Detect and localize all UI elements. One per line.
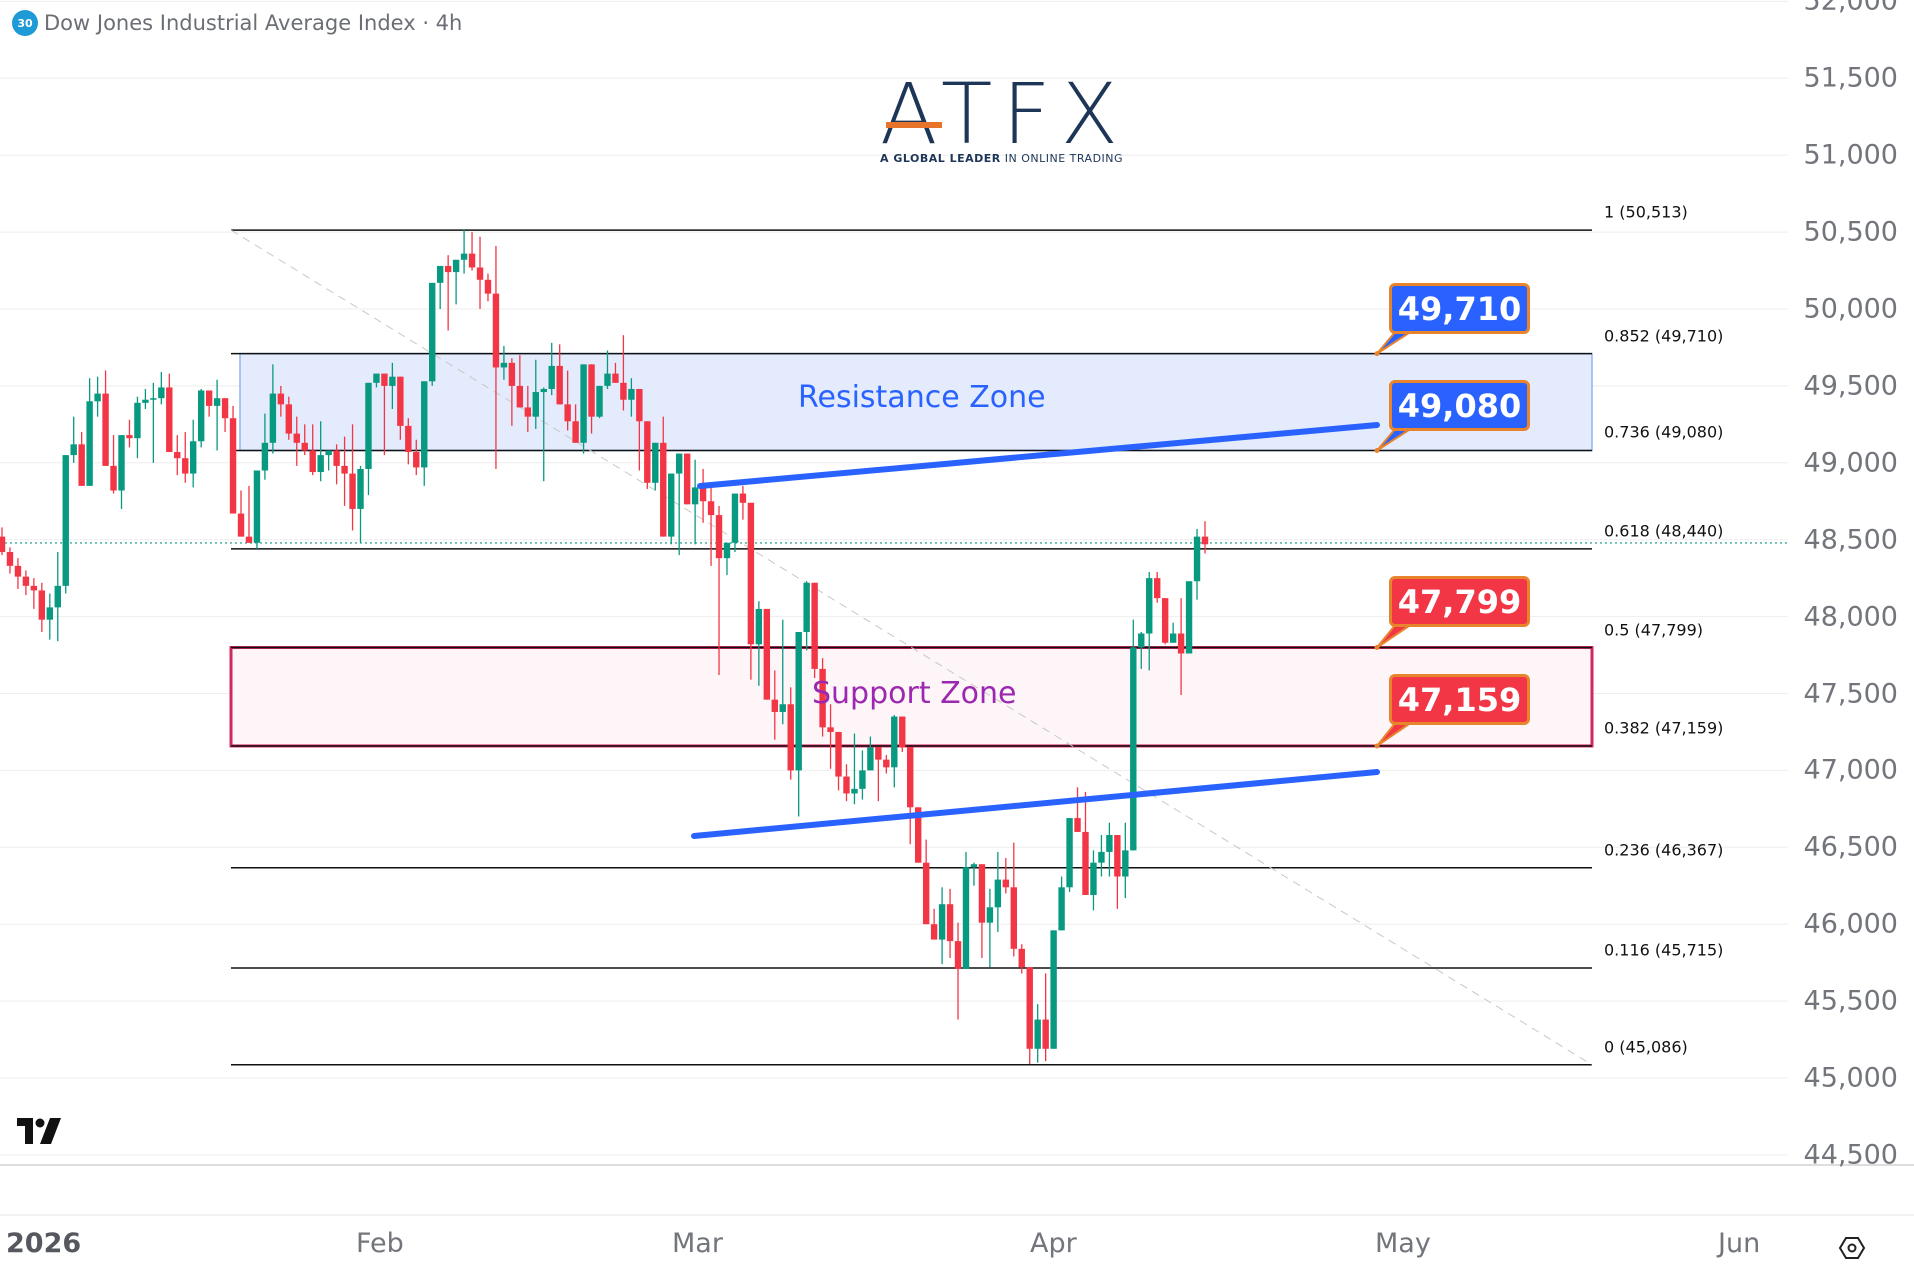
- time-axis-label: Apr: [1030, 1228, 1077, 1259]
- logo-accent-bar: [886, 122, 942, 128]
- time-axis-label: Feb: [356, 1228, 404, 1259]
- price-axis-label: 52,000: [1803, 0, 1898, 17]
- price-axis-label: 45,500: [1803, 985, 1898, 1017]
- price-axis-label: 50,000: [1803, 293, 1898, 325]
- price-axis-label: 49,500: [1803, 370, 1898, 402]
- price-axis-label: 46,000: [1803, 908, 1898, 940]
- fib-level-label: 0.852 (49,710): [1604, 326, 1724, 346]
- resistance-zone[interactable]: [239, 352, 1593, 452]
- fib-level-label: 0.382 (47,159): [1604, 718, 1724, 738]
- price-axis-label: 45,000: [1803, 1062, 1898, 1094]
- price-callout[interactable]: 49,080: [1389, 380, 1530, 431]
- price-axis-label: 48,500: [1803, 524, 1898, 556]
- fib-diagonal-dashed: [230, 229, 1593, 1066]
- time-axis-label: May: [1375, 1228, 1431, 1259]
- price-axis-label: 47,500: [1803, 678, 1898, 709]
- price-axis-label: 46,500: [1803, 831, 1898, 863]
- price-callout[interactable]: 49,710: [1389, 283, 1530, 334]
- symbol-title[interactable]: Dow Jones Industrial Average Index · 4h: [44, 11, 463, 35]
- settings-icon[interactable]: [1838, 1234, 1866, 1266]
- tagline-bold: A GLOBAL LEADER: [880, 152, 1001, 165]
- fib-level-label: 0 (45,086): [1604, 1037, 1688, 1057]
- fib-level-label: 0.736 (49,080): [1604, 422, 1724, 442]
- time-axis-label: 2026: [6, 1228, 82, 1259]
- price-axis-label: 51,000: [1803, 139, 1898, 171]
- trendlines[interactable]: [691, 422, 1380, 839]
- upper-trendline[interactable]: [697, 422, 1380, 489]
- support-zone-label: Support Zone: [812, 676, 1017, 711]
- candlestick-series: [0, 229, 1209, 1065]
- price-axis-label: 51,500: [1803, 62, 1898, 94]
- fib-level-label: 0.618 (48,440): [1604, 521, 1724, 541]
- price-callout[interactable]: 47,799: [1389, 576, 1530, 627]
- price-axis-label: 47,000: [1803, 754, 1898, 786]
- price-callout[interactable]: 47,159: [1389, 674, 1530, 725]
- price-axis-label: 48,000: [1803, 601, 1898, 633]
- price-axis-label: 49,000: [1803, 447, 1898, 479]
- price-axis-label: 44,500: [1803, 1139, 1898, 1171]
- lower-trendline[interactable]: [691, 769, 1380, 839]
- time-axis-label: Mar: [672, 1228, 723, 1259]
- fib-level-label: 0.5 (47,799): [1604, 620, 1703, 639]
- chart-header: 30 Dow Jones Industrial Average Index · …: [12, 10, 462, 36]
- fib-level-label: 1 (50,513): [1604, 202, 1688, 222]
- symbol-badge: 30: [12, 10, 38, 36]
- resistance-zone-label: Resistance Zone: [798, 380, 1046, 415]
- fibonacci-retracement[interactable]: [231, 229, 1592, 1066]
- time-axis-label: Jun: [1718, 1228, 1761, 1259]
- fib-level-label: 0.116 (45,715): [1604, 940, 1724, 960]
- atfx-logo: ATFX A GLOBAL LEADER IN ONLINE TRADING: [880, 72, 1123, 165]
- fib-level-label: 0.236 (46,367): [1604, 840, 1724, 860]
- logo-wordmark: ATFX: [880, 72, 1118, 156]
- logo-tagline: A GLOBAL LEADER IN ONLINE TRADING: [880, 152, 1123, 165]
- tagline-rest: IN ONLINE TRADING: [1000, 152, 1124, 165]
- tradingview-logo-icon[interactable]: [17, 1118, 63, 1148]
- logo-text: ATFX: [880, 65, 1129, 163]
- price-axis-label: 50,500: [1803, 216, 1898, 248]
